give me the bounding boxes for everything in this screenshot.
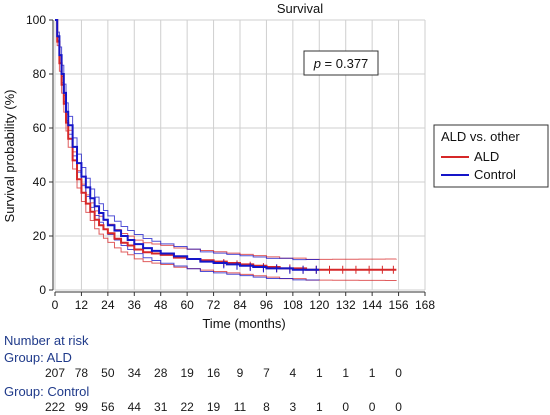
x-tick-label: 12 [75, 298, 89, 312]
risk-count: 34 [127, 366, 141, 380]
risk-count: 8 [263, 400, 270, 414]
risk-count: 0 [395, 400, 402, 414]
risk-count: 50 [101, 366, 115, 380]
p-value-text: = 0.377 [321, 56, 368, 71]
x-tick-label: 168 [415, 298, 435, 312]
x-tick-label: 120 [309, 298, 329, 312]
ci-upper-control [55, 19, 320, 261]
x-tick-label: 48 [154, 298, 168, 312]
y-tick-label: 20 [33, 229, 47, 243]
risk-count: 3 [289, 400, 297, 414]
legend: ALD vs. other ALD Control [433, 124, 549, 188]
risk-count: 222 [44, 400, 66, 414]
risk-count: 0 [342, 400, 350, 414]
legend-title: ALD vs. other [441, 129, 520, 144]
risk-group-label-ald: Group: ALD [4, 350, 72, 365]
risk-count: 4 [289, 366, 297, 380]
risk-group-label-control: Group: Control [4, 384, 90, 399]
risk-count: 1 [315, 400, 323, 414]
series-lines [55, 19, 397, 274]
risk-count: 0 [395, 366, 402, 380]
survival-curve-control [55, 19, 320, 271]
x-tick-label: 60 [180, 298, 194, 312]
y-tick-label: 0 [39, 283, 46, 297]
x-tick-label: 132 [336, 298, 356, 312]
risk-count: 19 [206, 400, 221, 414]
p-symbol: p [313, 56, 321, 71]
risk-count: 207 [44, 366, 66, 380]
risk-count: 1 [368, 366, 376, 380]
x-tick-label: 156 [389, 298, 409, 312]
risk-count: 9 [236, 366, 244, 380]
axes: 0 12 24 36 48 60 72 84 96 108 120 132 144 156 168 0 20 40… [26, 13, 435, 312]
chart-title: Survival [277, 1, 323, 16]
y-tick-label: 60 [33, 121, 47, 135]
y-tick-label: 100 [26, 13, 46, 27]
risk-count: 11 [233, 400, 247, 414]
y-tick-label: 40 [33, 175, 47, 189]
legend-label-ald: ALD [474, 149, 499, 164]
x-tick-label: 96 [260, 298, 274, 312]
risk-count: 31 [154, 400, 168, 414]
x-axis-label: Time (months) [202, 316, 285, 331]
x-tick-label: 72 [207, 298, 221, 312]
risk-count: 16 [206, 366, 221, 380]
p-value-annotation: p = 0.377 [303, 50, 379, 76]
risk-count: 28 [154, 366, 168, 380]
risk-count: 1 [315, 366, 323, 380]
svg-text:p = 0.377: p = 0.377 [313, 56, 369, 71]
x-tick-label: 84 [233, 298, 247, 312]
x-tick-label: 108 [283, 298, 303, 312]
risk-count: 0 [368, 400, 376, 414]
y-axis-label: Survival probability (%) [2, 90, 17, 223]
risk-count: 99 [74, 400, 89, 414]
risk-count: 1 [342, 366, 350, 380]
x-tick-label: 36 [128, 298, 142, 312]
risk-count: 7 [263, 366, 270, 380]
risk-count: 78 [74, 366, 89, 380]
x-tick-label: 144 [362, 298, 382, 312]
risk-count: 56 [101, 400, 115, 414]
legend-label-control: Control [474, 167, 516, 182]
risk-count: 19 [180, 366, 194, 380]
risk-table-heading: Number at risk [4, 333, 89, 348]
x-tick-label: 0 [52, 298, 59, 312]
y-tick-label: 80 [33, 67, 47, 81]
risk-count: 22 [180, 400, 194, 414]
risk-count: 44 [127, 400, 141, 414]
x-tick-label: 24 [101, 298, 115, 312]
